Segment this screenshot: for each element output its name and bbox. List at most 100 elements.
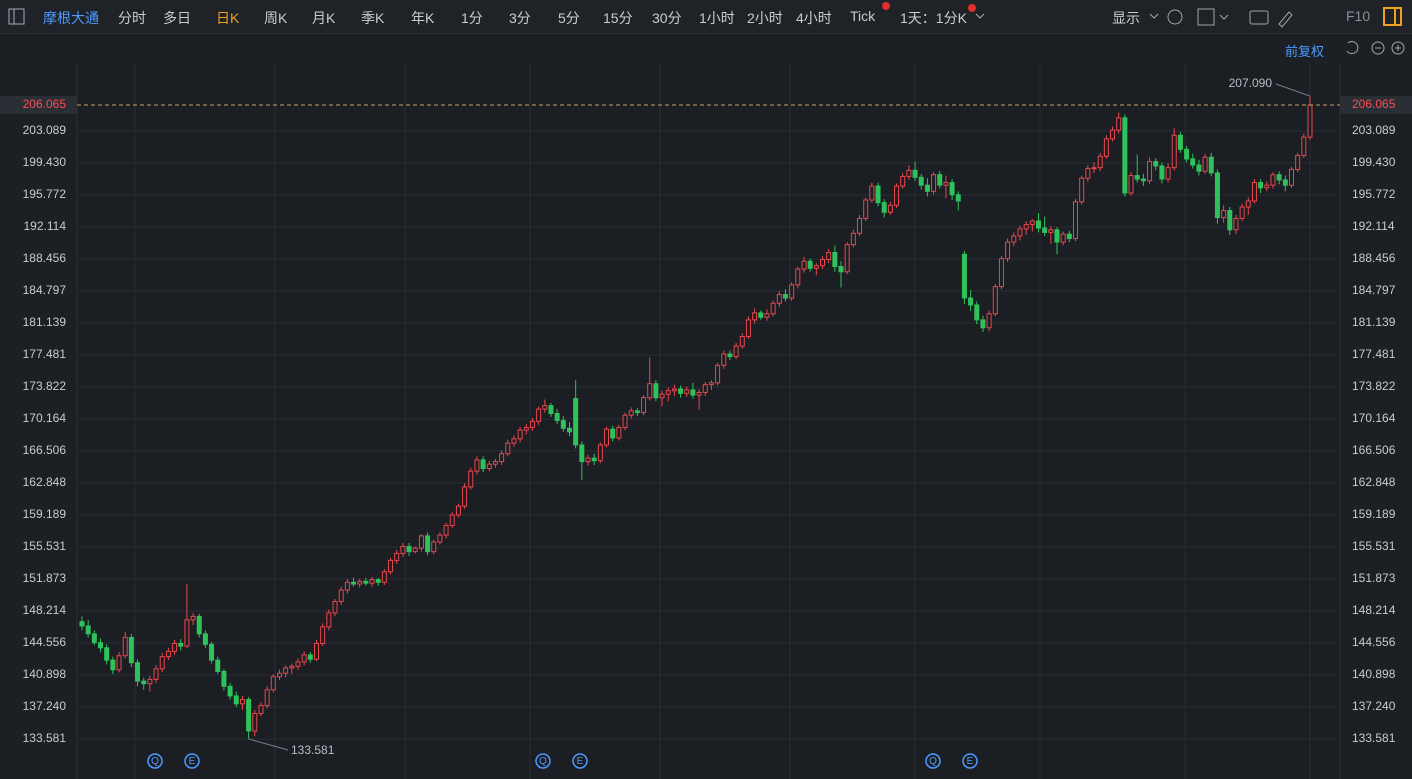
y-tick-label: 166.506 bbox=[23, 443, 67, 457]
candle-body bbox=[721, 353, 727, 366]
candle-body bbox=[258, 705, 264, 714]
symbol[interactable]: 摩根大通 bbox=[43, 10, 99, 26]
candle-body bbox=[1214, 172, 1220, 219]
period-tab[interactable]: Tick bbox=[850, 8, 876, 24]
period-tab[interactable]: 30分 bbox=[652, 10, 682, 26]
candle-body bbox=[190, 615, 196, 621]
settings-icon[interactable] bbox=[1167, 9, 1183, 25]
candle-body bbox=[912, 169, 918, 178]
candle-body bbox=[1233, 217, 1239, 231]
period-tab[interactable]: 多日 bbox=[163, 10, 191, 26]
candle-body bbox=[597, 444, 603, 462]
candle-body bbox=[992, 286, 998, 315]
y-tick-label: 159.189 bbox=[23, 507, 67, 521]
candle-body bbox=[727, 353, 733, 358]
y-tick-label: 162.848 bbox=[1352, 475, 1396, 489]
candle-body bbox=[622, 414, 628, 428]
candle-body bbox=[1060, 233, 1066, 243]
period-tab[interactable]: 季K bbox=[361, 10, 385, 26]
f10[interactable]: F10 bbox=[1346, 8, 1371, 24]
y-tick-label: 155.531 bbox=[1352, 539, 1396, 553]
candle-body bbox=[604, 428, 610, 446]
candle-body bbox=[320, 626, 326, 644]
y-tick-label: 151.873 bbox=[1352, 571, 1396, 585]
candle-body bbox=[486, 463, 492, 470]
zoom-out[interactable] bbox=[1371, 41, 1385, 55]
candle-body bbox=[110, 659, 116, 671]
layout-icon[interactable] bbox=[1380, 0, 1410, 33]
y-tick-label: 177.481 bbox=[1352, 347, 1396, 361]
period-tab[interactable]: 日K bbox=[216, 10, 240, 26]
color-icon[interactable] bbox=[1197, 8, 1215, 26]
candle-body bbox=[480, 459, 486, 470]
period-tab[interactable]: 15分 bbox=[603, 10, 633, 26]
period-tab[interactable]: 分时 bbox=[118, 10, 146, 26]
candle-body bbox=[776, 294, 782, 304]
candle-body bbox=[770, 302, 776, 315]
y-tick-label: 170.164 bbox=[1352, 411, 1396, 425]
y-tick-label: 151.873 bbox=[23, 571, 67, 585]
reset-icon[interactable] bbox=[1346, 41, 1359, 55]
y-tick-label: 148.214 bbox=[23, 603, 67, 617]
event-marker[interactable] bbox=[572, 753, 588, 769]
event-marker[interactable] bbox=[535, 753, 551, 769]
candle-body bbox=[1134, 175, 1140, 180]
candle-body bbox=[351, 581, 357, 585]
event-marker[interactable] bbox=[184, 753, 200, 769]
candle-body bbox=[468, 470, 474, 488]
adjust-mode[interactable]: 前复权 bbox=[1285, 44, 1325, 59]
chevron[interactable] bbox=[1219, 14, 1229, 20]
candle-body bbox=[1307, 104, 1313, 138]
candle-body bbox=[881, 202, 887, 213]
toolbar-icons bbox=[882, 2, 1159, 19]
candle-body bbox=[937, 174, 943, 186]
zoom-in[interactable] bbox=[1391, 41, 1405, 55]
candle-body bbox=[863, 199, 869, 219]
chevron[interactable] bbox=[975, 13, 985, 19]
candle-body bbox=[1288, 168, 1294, 186]
candle-body bbox=[924, 184, 930, 192]
candle-body bbox=[455, 505, 461, 516]
candle-body bbox=[1122, 117, 1128, 194]
y-tick-label: 188.456 bbox=[1352, 251, 1396, 265]
candle-body bbox=[715, 364, 721, 384]
period-tab[interactable]: 1小时 bbox=[699, 10, 735, 26]
candle-body bbox=[184, 619, 190, 647]
event-marker[interactable] bbox=[962, 753, 978, 769]
candle-body bbox=[665, 390, 671, 395]
candle-body bbox=[955, 194, 961, 202]
period-tab[interactable]: 周K bbox=[264, 10, 288, 26]
candle-body bbox=[276, 672, 282, 678]
period-tab[interactable]: 3分 bbox=[509, 10, 531, 26]
interval[interactable]: 1天：1分K bbox=[900, 10, 967, 26]
event-marker[interactable] bbox=[925, 753, 941, 769]
period-tab[interactable]: 2小时 bbox=[747, 10, 783, 26]
period-tab[interactable]: 5分 bbox=[558, 10, 580, 26]
camera-icon[interactable] bbox=[1249, 10, 1269, 25]
period-tab[interactable]: 1分 bbox=[461, 10, 483, 26]
candle-body bbox=[1227, 210, 1233, 231]
candle-body bbox=[425, 535, 431, 553]
display-menu[interactable]: 显示 bbox=[1112, 10, 1140, 26]
event-marker[interactable] bbox=[147, 753, 163, 769]
period-tab[interactable]: 月K bbox=[312, 10, 336, 26]
period-tab[interactable]: 4小时 bbox=[796, 10, 832, 26]
event-label: E bbox=[189, 756, 196, 767]
pen-icon[interactable] bbox=[1278, 11, 1293, 28]
candle-body bbox=[1159, 165, 1165, 180]
candle-body bbox=[998, 258, 1004, 288]
candle-body bbox=[659, 393, 665, 399]
candle-body bbox=[653, 383, 659, 399]
candle-body bbox=[369, 579, 375, 584]
candle-body bbox=[986, 313, 992, 329]
sidebar-icon[interactable] bbox=[7, 7, 27, 27]
candle-body bbox=[900, 175, 906, 187]
candle-body bbox=[752, 312, 758, 321]
candle-body bbox=[264, 689, 270, 707]
candle-body bbox=[949, 182, 955, 196]
period-tab[interactable]: 年K bbox=[411, 10, 435, 26]
chevron[interactable] bbox=[1149, 13, 1159, 19]
candle-body bbox=[1153, 161, 1159, 167]
y-tick-label: 133.581 bbox=[23, 731, 67, 745]
candle-body bbox=[85, 625, 91, 635]
